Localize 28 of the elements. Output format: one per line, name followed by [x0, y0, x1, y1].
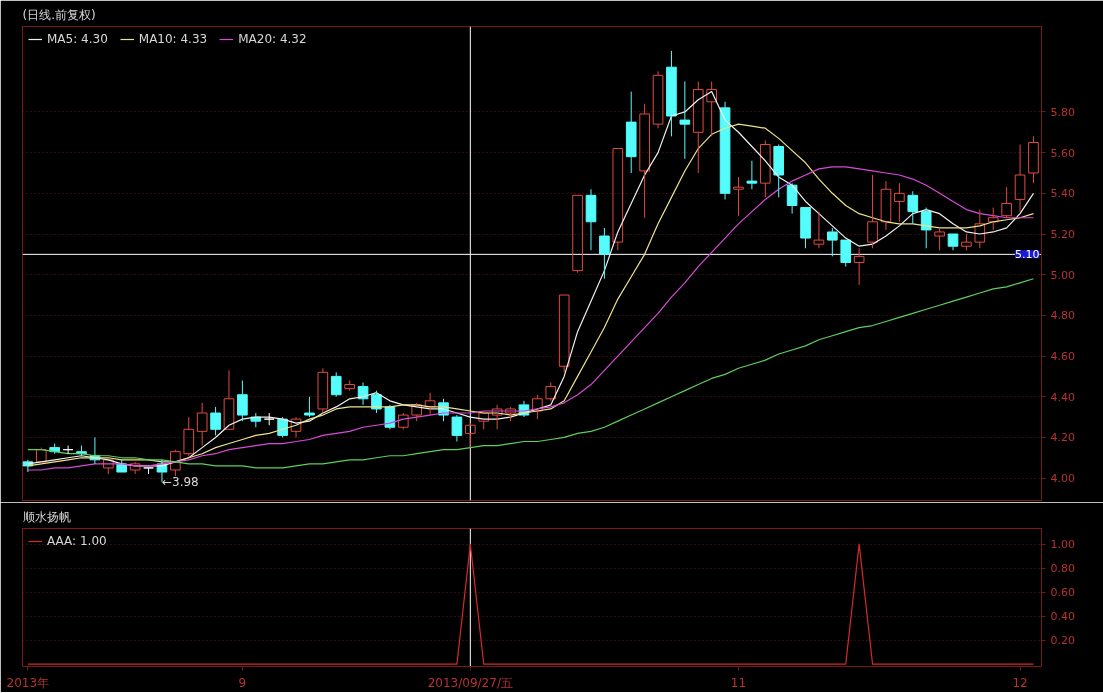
- chart-title: (日线.前复权): [22, 7, 96, 22]
- y-tick-label: 4.80: [1050, 309, 1075, 323]
- y-tick-label: 0.40: [1050, 610, 1075, 624]
- y-tick-label: 5.60: [1050, 146, 1075, 160]
- x-tick-label: 9: [238, 675, 247, 690]
- y-tick-label: 1.00: [1050, 538, 1075, 552]
- legend-label: MA5: 4.30: [47, 32, 108, 46]
- y-tick-label: 5.40: [1050, 187, 1075, 201]
- legend-label: AAA: 1.00: [47, 534, 107, 548]
- legend-label: MA10: 4.33: [138, 32, 208, 46]
- x-tick-label: 2013/09/27/五: [427, 675, 513, 690]
- y-tick-label: 5.80: [1050, 105, 1075, 119]
- y-tick-label: 5.00: [1050, 268, 1075, 282]
- chart-title: 顺水扬帆: [22, 509, 71, 524]
- y-tick-label: 4.20: [1050, 431, 1075, 445]
- y-tick-label: 0.60: [1050, 586, 1075, 600]
- ref-line-label: 5.10: [1015, 248, 1040, 262]
- x-tick-label: 2013年: [6, 675, 50, 690]
- x-tick-label: 11: [730, 675, 747, 690]
- y-tick-label: 4.00: [1050, 472, 1075, 486]
- y-tick-label: 5.20: [1050, 228, 1075, 241]
- y-tick-label: 4.60: [1050, 350, 1075, 364]
- x-tick-label: 12: [1012, 675, 1028, 690]
- legend-label: MA20: 4.32: [238, 32, 307, 46]
- y-tick-label: 0.80: [1050, 562, 1075, 576]
- y-tick-label: 0.20: [1050, 634, 1075, 648]
- y-tick-label: 4.40: [1050, 390, 1075, 404]
- annotation: ←3.98: [161, 475, 199, 490]
